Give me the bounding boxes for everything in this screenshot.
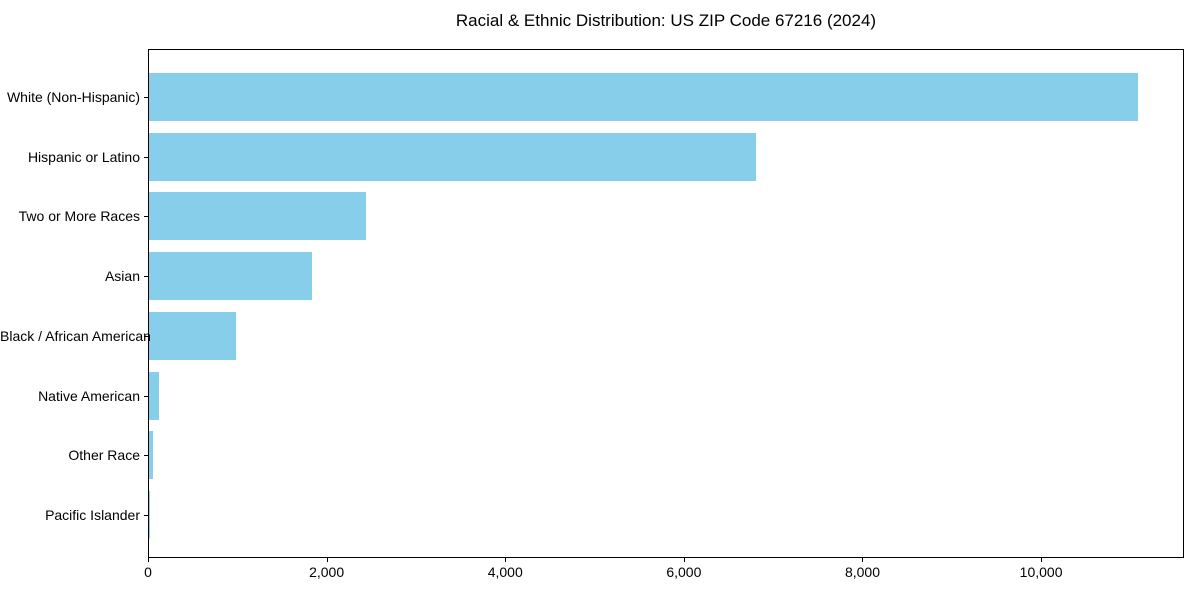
bar-two-or-more-races: [149, 192, 367, 241]
y-tick-mark: [144, 514, 148, 516]
x-tick-label-10000: 10,000: [1019, 564, 1063, 580]
x-tick-label-8000: 8,000: [844, 564, 880, 580]
x-tick-mark: [148, 558, 149, 562]
y-tick-label-native-american: Native American: [38, 387, 140, 404]
y-tick-mark: [144, 156, 148, 158]
x-tick-mark: [862, 558, 864, 562]
y-tick-mark: [144, 97, 148, 98]
y-tick-mark: [144, 216, 148, 218]
x-tick-label-0: 0: [144, 564, 152, 580]
y-tick-label-other-race: Other Race: [68, 447, 140, 464]
x-tick-mark: [1041, 558, 1043, 562]
y-tick-mark: [144, 395, 148, 397]
x-tick-label-2000: 2,000: [309, 564, 345, 580]
y-tick-mark: [144, 335, 148, 337]
x-tick-mark: [505, 558, 507, 562]
y-tick-label-hispanic-or-latino: Hispanic or Latino: [27, 148, 140, 165]
y-tick-label-pacific-islander: Pacific Islander: [45, 506, 140, 523]
y-tick-mark: [144, 455, 148, 457]
y-tick-mark: [144, 276, 148, 278]
x-tick-label-6000: 6,000: [666, 564, 702, 580]
chart-title: Racial & Ethnic Distribution: US ZIP Cod…: [455, 11, 877, 30]
x-tick-label-4000: 4,000: [487, 564, 523, 580]
y-tick-label-two-or-more-races: Two or More Races: [18, 208, 140, 225]
plot-area: [148, 49, 1184, 558]
bar-other-race: [149, 431, 153, 480]
bar-black-african-american: [149, 311, 236, 360]
x-tick-mark: [683, 558, 685, 562]
y-tick-label-black-african-american: Black / African American: [0, 327, 151, 344]
y-tick-label-white-non-hispanic: White (Non-Hispanic): [6, 89, 140, 105]
x-tick-mark: [326, 558, 328, 562]
y-tick-label-asian: Asian: [104, 268, 140, 285]
bar-asian: [149, 252, 312, 301]
bar-hispanic-or-latino: [149, 132, 757, 181]
bar-native-american: [149, 371, 159, 420]
bar-white-non-hispanic: [149, 73, 1138, 121]
